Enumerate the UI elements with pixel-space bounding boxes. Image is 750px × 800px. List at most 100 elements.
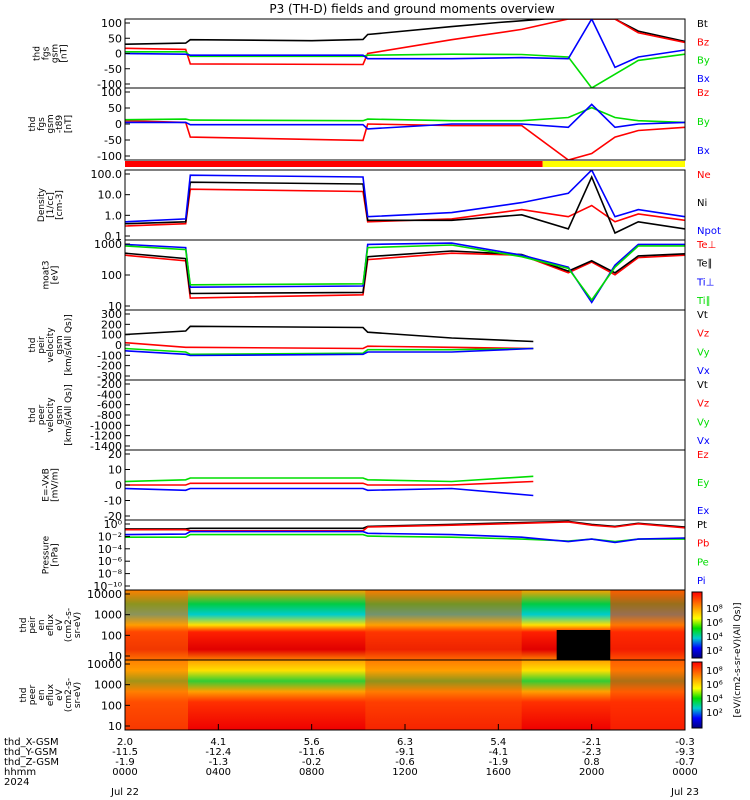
- ytick-label-moat-1: 100: [101, 269, 122, 282]
- xtick-z_gsm-4: -1.9: [489, 757, 509, 768]
- ylabel-line-peer_spec-2: en: [37, 689, 47, 700]
- ytick-label-peer_vel-0: -200: [97, 378, 122, 391]
- ylabel-line-peir_spec-5: (cm2-s-: [64, 608, 74, 642]
- frame-peer_vel: [124, 379, 686, 451]
- legend-fgs-Bt: Bt: [697, 19, 708, 30]
- frame-fgs: [124, 18, 686, 89]
- ylabel-density: Density [1/cc] [cm-3]: [37, 187, 65, 222]
- panel-peer_spec: 10000 1000 100 10 thd peer en eflux eV (cm2-s-sr-…: [19, 658, 686, 733]
- ytick-label-peer_spec-1: 1000: [94, 679, 122, 692]
- ytick-label-pressure-2: 10⁻⁴: [98, 543, 123, 556]
- legend-fgs-Bx: Bx: [697, 74, 710, 85]
- legend-pressure-Pi: Pi: [697, 576, 706, 587]
- ytick-label-peir_vel-4: -100: [97, 349, 122, 362]
- panel-moat: 1000 100 10 moat3 [eV] Te⊥ Te∥ Ti⊥ Ti∥: [42, 238, 717, 313]
- ytick-label-peer_vel-3: -800: [97, 409, 122, 422]
- ytick-label-fgs_m180-3: -50: [104, 134, 122, 147]
- ytick-label-peir_vel-5: -200: [97, 360, 122, 373]
- legend-pressure-Pb: Pb: [697, 539, 709, 550]
- panel-efield: 20 10 0 -10 -20 E=-VxB [mV/m] Ez Ey Ex: [42, 448, 710, 523]
- colorbar-label: [eV/(cm2-s-sr-eV)(All Qs)]: [733, 603, 743, 718]
- series-moat-Te∥: [125, 250, 685, 295]
- ylabel-line-efield-1: [mV/m]: [51, 468, 61, 502]
- ylabel-line-peer_vel-4: [km/s(All Qs)]: [64, 384, 74, 446]
- ytick-label-fgs_m180-0: 100: [101, 86, 122, 99]
- ylabel-fgs: thd fgs gsm [nT]: [33, 44, 70, 63]
- ylabel-peir_spec: thd peir en eflux eV (cm2-s-sr-eV): [19, 608, 83, 642]
- ytick-label-peir_vel-1: 200: [101, 318, 122, 331]
- ytick-label-peir_vel-0: 300: [101, 308, 122, 321]
- ylabel-peer_vel: thd peer velocity gsm [km/s(All Qs)]: [28, 384, 74, 446]
- colorbar-top: [691, 591, 703, 659]
- ytick-label-peir_spec-0: 10000: [87, 588, 122, 601]
- ytick-label-pressure-3: 10⁻⁶: [98, 555, 123, 568]
- panel-peer_vel: -200-400-600-800-1000-1200-1400 thd peer ve…: [28, 378, 710, 453]
- xtick-hhmm-6: 0000: [672, 767, 697, 778]
- ylabel-line-efield-0: E=-VxB: [42, 468, 52, 502]
- xtick-z_gsm-3: -0.6: [395, 757, 415, 768]
- series-peir_vel-Vy: [125, 347, 534, 356]
- legend-peir_vel-Vt: Vt: [697, 310, 708, 321]
- xtick-y_gsm-0: -11.5: [112, 747, 138, 758]
- cb-bot-tick-3: 10²: [706, 708, 723, 719]
- series-density-Npot: [125, 170, 685, 223]
- legend-peir_vel-Vx: Vx: [697, 366, 710, 377]
- ylabel-line-peir_vel-3: gsm: [55, 335, 65, 354]
- xrow-label-0: thd_X-GSM: [4, 737, 59, 748]
- ytick-label-density-3: 0.1: [105, 230, 123, 243]
- xtick-x_gsm-1: 4.1: [210, 737, 226, 748]
- ytick-label-fgs_m180-1: 50: [108, 102, 122, 115]
- xrow-label-1: thd_Y-GSM: [4, 747, 57, 758]
- ytick-label-pressure-5: 10⁻¹⁰: [93, 580, 122, 593]
- ylabel-peir_vel: thd peir velocity gsm [km/s(All Qs)]: [28, 314, 74, 376]
- legend-efield-Ey: Ey: [697, 478, 709, 489]
- xtick-x_gsm-0: 2.0: [117, 737, 133, 748]
- ylabel-line-peir_spec-1: peir: [28, 616, 38, 634]
- ytick-label-fgs-2: 0: [115, 48, 122, 61]
- legend-peer_vel-Vy: Vy: [697, 417, 710, 428]
- series-fgs_m180-By: [125, 106, 685, 124]
- legend-density-Ne: Ne: [697, 170, 711, 181]
- ytick-label-fgs-0: 100: [101, 17, 122, 30]
- ytick-label-peir_spec-1: 1000: [94, 609, 122, 622]
- ylabel-line-peir_vel-2: velocity: [46, 327, 56, 363]
- spec-region-end: [610, 660, 685, 730]
- spec-region-early: [125, 660, 188, 730]
- xtick-x_gsm-4: 5.4: [490, 737, 506, 748]
- xtick-z_gsm-0: -1.9: [115, 757, 135, 768]
- xtick-hhmm-2: 0800: [299, 767, 324, 778]
- ylabel-line-density-0: Density: [37, 187, 47, 222]
- ylabel-line-peir_spec-6: sr-eV): [73, 612, 83, 638]
- panel-fgs: 100 50 0 -50 -100 thd fgs gsm [nT] Bt Bz By Bx: [33, 17, 710, 91]
- ytick-label-moat-2: 10: [108, 300, 122, 313]
- ytick-label-peer_vel-5: -1200: [90, 430, 122, 443]
- ytick-label-efield-0: 20: [108, 448, 122, 461]
- cb-top-tick-3: 10²: [706, 646, 723, 657]
- frame-peir_vel: [124, 309, 686, 381]
- ylabel-line-density-2: [cm-3]: [55, 190, 65, 220]
- ylabel-line-fgs_m180-2: gsm: [46, 114, 56, 133]
- series-peir_vel-Vt: [125, 325, 534, 343]
- xtick-hhmm-3: 1200: [392, 767, 417, 778]
- panel-peir_spec: 10000 1000 100 10 thd peir en eflux eV (cm2-s-sr-…: [19, 588, 686, 663]
- ylabel-line-fgs-3: [nT]: [60, 44, 70, 62]
- ylabel-line-peir_spec-3: eflux: [46, 613, 56, 636]
- spec-region-late: [365, 590, 522, 660]
- ytick-label-fgs-3: -50: [104, 63, 122, 76]
- series-pressure-Pb: [125, 521, 685, 532]
- series-fgs-Bx: [125, 19, 685, 69]
- legend-moat-Te⊥: Te⊥: [696, 240, 716, 251]
- ylabel-line-peer_spec-3: eflux: [46, 683, 56, 706]
- cb-top-tick-2: 10⁴: [706, 632, 723, 643]
- legend-peer_vel-Vt: Vt: [697, 380, 708, 391]
- colorbar: 10⁸ 10⁶ 10⁴ 10² 10⁸ 10⁶ 10⁴ 10² [eV/(cm2-s-sr-eV…: [691, 591, 743, 729]
- ylabel-line-peer_spec-1: peer: [28, 684, 38, 705]
- cb-top-tick-0: 10⁸: [706, 604, 723, 615]
- legend-density-Ni: Ni: [697, 198, 707, 209]
- ylabel-line-fgs_m180-3: -t89: [55, 115, 65, 134]
- series-density-Ni: [125, 174, 685, 235]
- ytick-label-peer_spec-3: 10: [108, 720, 122, 733]
